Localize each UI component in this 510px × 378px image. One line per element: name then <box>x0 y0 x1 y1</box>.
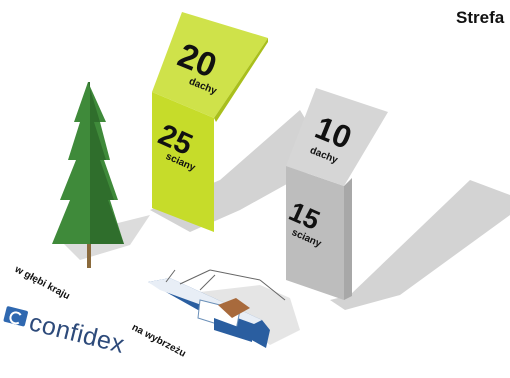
sign-green-edge <box>214 38 268 122</box>
sign-gray-roof <box>286 88 388 186</box>
sign-green-roof <box>152 12 268 118</box>
sign-gray-wall-side <box>344 178 352 300</box>
shadow-gray <box>330 180 510 310</box>
sign-green <box>152 12 268 232</box>
tree-icon <box>52 82 124 268</box>
sign-gray-wall <box>286 166 344 300</box>
page-heading: Strefa <box>456 8 505 27</box>
sign-green-wall <box>152 92 214 232</box>
boat-icon <box>148 269 300 348</box>
sign-gray <box>286 88 388 300</box>
